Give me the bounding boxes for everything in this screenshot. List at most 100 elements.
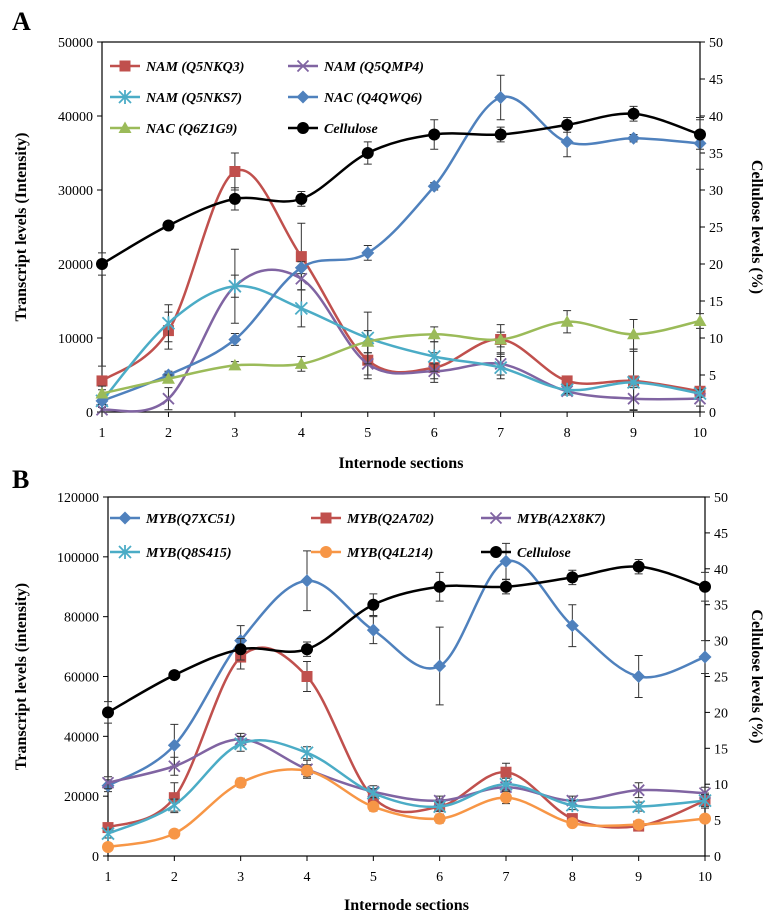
panel-a-x-tick-label: 5 — [364, 426, 371, 441]
panel-a-x-axis-title: Internode sections — [339, 455, 464, 472]
legend-item: NAM (Q5NKS7) — [110, 90, 242, 106]
panel-a-x-tick-label: 2 — [165, 426, 172, 441]
legend-marker — [489, 511, 503, 525]
panel-a-x-tick-label: 4 — [298, 426, 305, 441]
panel-a-y2-tick-label: 35 — [709, 147, 723, 162]
panel-a-data-point — [627, 131, 641, 145]
panel-a-data-point — [627, 327, 641, 340]
panel-a-data-point — [295, 251, 307, 263]
panel-b-data-point — [301, 643, 313, 656]
panel-a-data-point — [560, 315, 574, 327]
panel-a-data-point — [693, 386, 707, 401]
panel-a-data-point — [561, 118, 574, 131]
panel-a-y2-tick-label: 45 — [709, 73, 723, 88]
panel-a-data-point — [229, 166, 241, 177]
panel-a-data-point — [295, 192, 308, 205]
panel-a-x-tick-label: 10 — [693, 426, 707, 441]
legend-label: Cellulose — [517, 546, 571, 561]
legend-label: NAM (Q5QMP4) — [323, 60, 424, 75]
panel-b-x-tick-label: 1 — [105, 870, 112, 885]
panel-a-data-point — [494, 128, 507, 141]
panel-b-y2-axis-title: Cellulose levels (%) — [748, 609, 765, 743]
panel-a-data-point — [161, 372, 175, 384]
panel-a-chart: A010000200003000040000500000510152025303… — [12, 7, 765, 472]
panel-b-chart: B020000400006000080000100000120000051015… — [12, 465, 765, 912]
panel-a-data-point — [560, 382, 574, 397]
legend-item: NAM (Q5NKQ3) — [110, 60, 244, 75]
panel-b-x-tick-label: 5 — [370, 870, 377, 885]
panel-b-data-point — [565, 798, 579, 813]
panel-b-y-tick-label: 120000 — [57, 491, 99, 506]
panel-b-y-tick-label: 20000 — [64, 790, 99, 805]
legend-marker — [296, 90, 310, 104]
panel-a-data-point — [561, 375, 573, 387]
legend-item: MYB(Q7XC51) — [110, 511, 235, 527]
legend-marker — [320, 546, 332, 558]
panel-a-data-point — [228, 358, 242, 371]
panel-b-series-line — [107, 646, 706, 829]
panel-a-x-tick-label: 6 — [431, 426, 438, 441]
panel-a-y-axis-title: Transcript levels (Intensity) — [13, 132, 30, 321]
panel-b-data-point — [632, 784, 645, 797]
panel-b-y2-tick-label: 25 — [714, 671, 728, 686]
panel-b-data-point — [500, 791, 512, 804]
panel-b-data-point — [234, 736, 248, 751]
panel-b-x-tick-label: 8 — [569, 870, 576, 885]
panel-b-x-tick-label: 2 — [171, 870, 178, 885]
panel-a-data-point — [627, 107, 640, 120]
panel-b-x-tick-label: 3 — [237, 870, 244, 885]
panel-b-data-point — [698, 650, 712, 664]
panel-b-y-axis-title: Transcript levels (intensity) — [13, 583, 30, 770]
panel-b-series-4 — [102, 764, 711, 854]
panel-b-series-5 — [102, 558, 711, 724]
panel-a-data-point — [161, 316, 176, 331]
panel-b-data-point — [168, 760, 181, 773]
panel-a-data-point — [693, 314, 707, 326]
legend-marker — [118, 121, 132, 133]
panel-a-data-point — [427, 327, 441, 340]
panel-a-y2-tick-label: 30 — [709, 184, 723, 199]
panel-b-data-point — [367, 800, 380, 813]
panel-b-x-tick-label: 7 — [503, 870, 510, 885]
panel-b-data-point — [367, 598, 380, 611]
legend-label: NAC (Q6Z1G9) — [145, 122, 237, 137]
panel-a-data-point — [361, 246, 375, 260]
panel-a-series-5 — [96, 105, 706, 276]
legend-item: MYB(Q4L214) — [311, 546, 433, 561]
panel-b-data-point — [566, 817, 579, 830]
panel-b-data-point — [234, 643, 247, 656]
panel-b-y2-tick-label: 5 — [714, 814, 721, 829]
legend-marker — [118, 545, 132, 559]
panel-b-data-point — [301, 671, 313, 682]
panel-b-series-line — [107, 565, 706, 714]
panel-b-legend: MYB(Q7XC51) MYB(Q2A702) MYB(A2X8K7) MYB(Q8S… — [110, 511, 606, 561]
panel-b-y2-tick-label: 45 — [714, 527, 728, 542]
panel-a-data-point — [96, 375, 108, 387]
panel-a-series-line — [101, 112, 701, 266]
panel-b-x-tick-label: 10 — [698, 870, 712, 885]
panel-b-series-line — [107, 739, 706, 835]
panel-a-data-point — [294, 261, 308, 275]
panel-b-series-2 — [101, 732, 712, 807]
legend-label: NAC (Q4QWQ6) — [323, 91, 422, 106]
panel-a-y-tick-label: 30000 — [58, 184, 93, 199]
legend-marker — [119, 60, 131, 72]
panel-b-data-point — [500, 766, 512, 778]
panel-b-series-0 — [101, 542, 712, 793]
panel-a-data-point — [694, 128, 706, 141]
panel-b-data-point — [500, 580, 512, 593]
panel-a-series-line — [101, 319, 701, 395]
panel-b-data-point — [366, 786, 380, 801]
panel-b-data-point — [101, 776, 115, 789]
panel-a-data-point — [294, 301, 308, 316]
panel-b-y-tick-label: 0 — [92, 850, 99, 865]
panel-a-series-line — [101, 95, 701, 403]
panel-b-data-point — [301, 764, 313, 777]
legend-label: MYB(Q4L214) — [346, 546, 433, 561]
panel-a-data-point — [361, 147, 374, 159]
panel-b-letter: B — [12, 465, 29, 494]
panel-a-y2-tick-label: 0 — [709, 406, 716, 421]
panel-a-y2-axis-title: Cellulose levels (%) — [748, 160, 765, 294]
panel-b-y-tick-label: 40000 — [64, 730, 99, 745]
